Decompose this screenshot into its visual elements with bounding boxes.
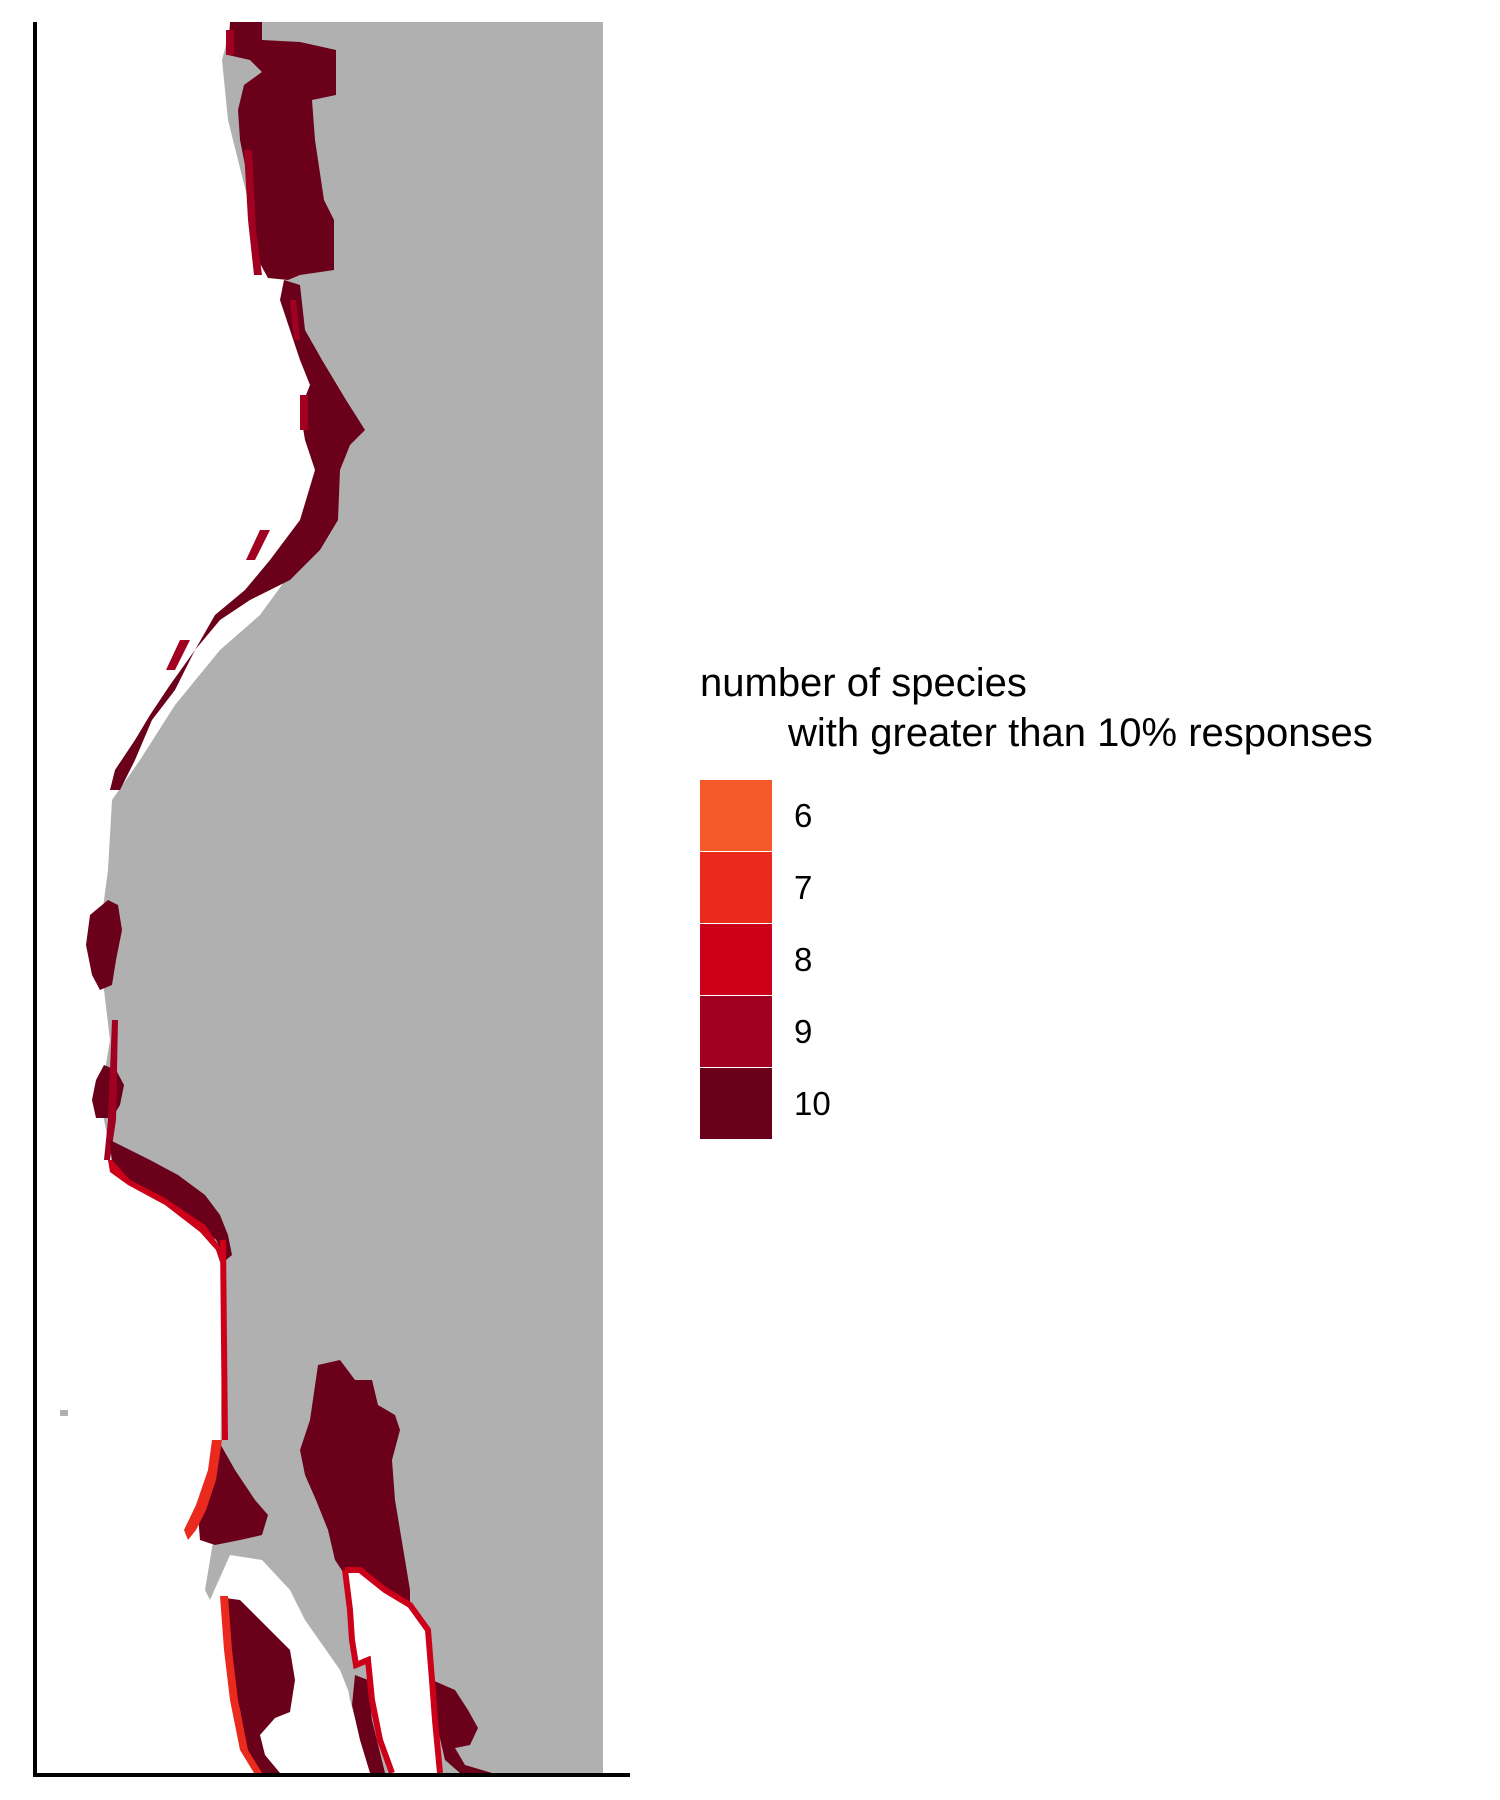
legend-swatch-9 bbox=[700, 996, 772, 1068]
region-south-3 bbox=[432, 1680, 492, 1773]
region-west-1 bbox=[86, 900, 122, 990]
region-south-east bbox=[300, 1360, 410, 1610]
region-south-1 bbox=[225, 1598, 295, 1773]
inland-water-edge bbox=[342, 1567, 443, 1775]
legend-keys: 6 7 8 9 10 bbox=[700, 780, 1460, 1140]
legend: number of species with greater than 10% … bbox=[700, 658, 1460, 1140]
inland-water bbox=[345, 1570, 440, 1773]
region-south-1-edge bbox=[220, 1596, 262, 1773]
stray-cell bbox=[60, 1410, 68, 1416]
legend-key-10: 10 bbox=[700, 1068, 1460, 1140]
legend-key-7: 7 bbox=[700, 852, 1460, 924]
legend-swatch-10 bbox=[700, 1068, 772, 1140]
legend-swatch-7 bbox=[700, 852, 772, 924]
region-south-band bbox=[110, 1140, 232, 1260]
legend-key-6: 6 bbox=[700, 780, 1460, 852]
legend-label-9: 9 bbox=[794, 1013, 813, 1050]
legend-title-line-1: number of species bbox=[700, 661, 1027, 705]
legend-key-8: 8 bbox=[700, 924, 1460, 996]
legend-swatch-8 bbox=[700, 924, 772, 996]
legend-label-8: 8 bbox=[794, 941, 813, 978]
legend-label-10: 10 bbox=[794, 1085, 831, 1122]
region-south-west-edge bbox=[184, 1440, 222, 1540]
region-coast-ribbon-edge bbox=[166, 300, 308, 670]
legend-label-6: 6 bbox=[794, 797, 813, 834]
legend-label-7: 7 bbox=[794, 869, 813, 906]
legend-swatch-6 bbox=[700, 780, 772, 852]
region-south-band-edge bbox=[108, 1160, 228, 1440]
region-south-2 bbox=[352, 1675, 385, 1773]
legend-title-line-2: with greater than 10% responses bbox=[788, 711, 1373, 755]
region-north-1-edge bbox=[226, 30, 262, 275]
legend-key-9: 9 bbox=[700, 996, 1460, 1068]
region-west-edge bbox=[104, 1020, 118, 1160]
